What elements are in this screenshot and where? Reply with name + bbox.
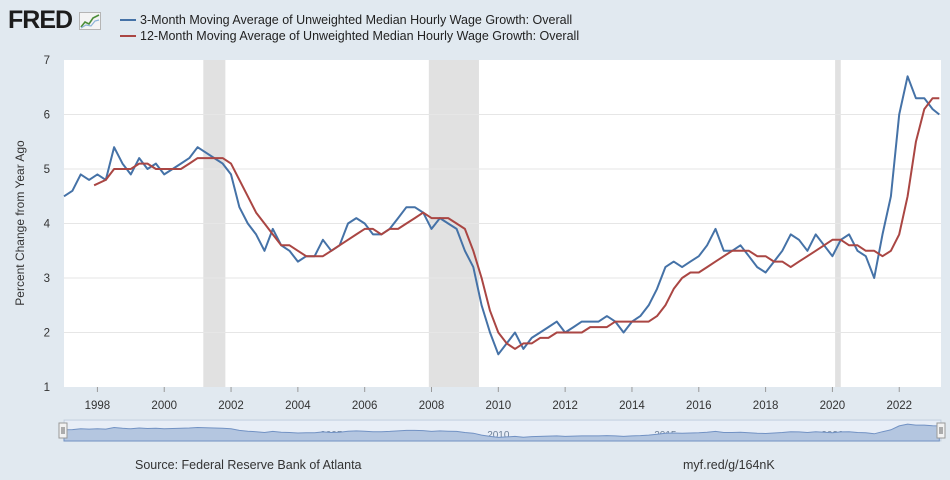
x-tick-label-1998: 1998 (85, 400, 111, 412)
navigator[interactable]: 20002005201020152020 (58, 419, 946, 442)
x-tick-label-2004: 2004 (285, 400, 311, 412)
legend-label-12-month: 12-Month Moving Average of Unweighted Me… (140, 29, 580, 43)
line-graph-icon (78, 12, 101, 30)
x-tick-label-2020: 2020 (820, 400, 846, 412)
legend-item-12-month[interactable]: 12-Month Moving Average of Unweighted Me… (120, 28, 579, 44)
series-lines (63, 75, 940, 356)
x-tick-label-2008: 2008 (419, 400, 445, 412)
logo-text: FRED (8, 6, 73, 34)
x-tick-label-2006: 2006 (352, 400, 378, 412)
fred-logo[interactable]: FRED (8, 6, 101, 34)
y-tick-label-6: 6 (44, 110, 50, 122)
x-tick-label-2016: 2016 (686, 400, 712, 412)
source-note: Source: Federal Reserve Bank of Atlanta (135, 458, 362, 472)
series-line-12-month (93, 97, 940, 350)
legend-swatch-3-month (120, 19, 136, 21)
y-axis-ticks: 1 2 3 4 5 6 7 (44, 55, 51, 394)
x-tick-label-2022: 2022 (886, 400, 912, 412)
legend: 3-Month Moving Average of Unweighted Med… (120, 12, 579, 44)
x-tick-label-2010: 2010 (486, 400, 512, 412)
x-tick-label-2000: 2000 (151, 400, 177, 412)
y-tick-label-4: 4 (44, 219, 51, 231)
series-line-3-month (63, 75, 940, 356)
y-tick-label-2: 2 (44, 328, 50, 340)
y-tick-label-7: 7 (44, 55, 50, 67)
x-tick-label-2014: 2014 (619, 400, 645, 412)
y-tick-label-1: 1 (44, 382, 50, 394)
legend-item-3-month[interactable]: 3-Month Moving Average of Unweighted Med… (120, 12, 579, 28)
x-axis-ticks: 1998 2000 2002 2004 2006 2008 2010 2012 2014 2016… (85, 387, 912, 412)
short-link[interactable]: myf.red/g/164nK (683, 458, 775, 472)
navigator-right-handle[interactable] (936, 422, 946, 439)
y-tick-label-5: 5 (44, 164, 50, 176)
grid-lines (64, 114, 941, 333)
y-axis-label: Percent Change from Year Ago (13, 140, 27, 306)
y-tick-label-3: 3 (44, 273, 50, 285)
navigator-label-2010: 2010 (487, 430, 510, 441)
legend-label-3-month: 3-Month Moving Average of Unweighted Med… (140, 13, 573, 27)
x-tick-label-2018: 2018 (753, 400, 779, 412)
x-tick-label-2002: 2002 (218, 400, 244, 412)
legend-swatch-12-month (120, 35, 136, 37)
navigator-left-handle[interactable] (58, 422, 68, 439)
navigator-area (63, 423, 940, 442)
x-tick-label-2012: 2012 (552, 400, 578, 412)
navigator-selection[interactable] (64, 420, 941, 441)
